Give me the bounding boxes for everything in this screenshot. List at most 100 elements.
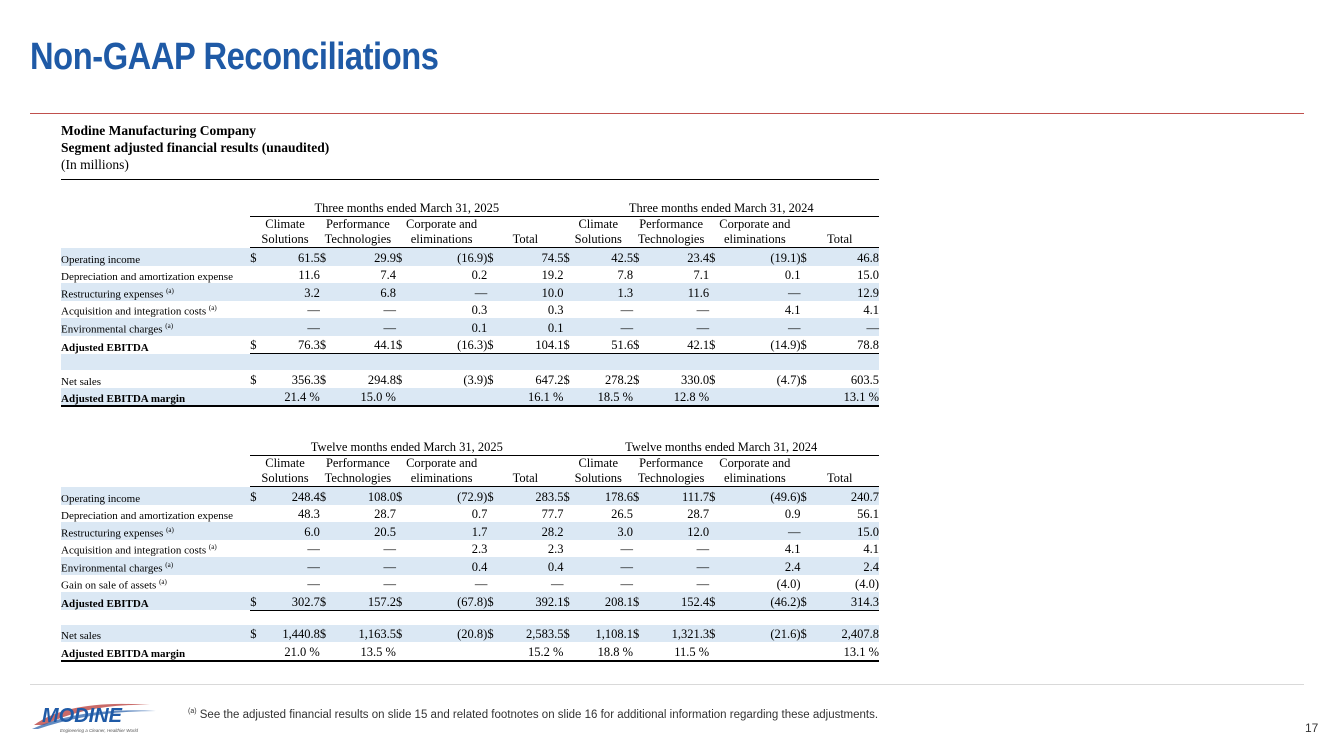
period-header-row: Three months ended March 31, 2025 Three m… <box>61 198 879 217</box>
value-cell: — <box>335 318 396 336</box>
value-cell: — <box>696 542 710 556</box>
currency-symbol <box>800 283 816 301</box>
currency-symbol: $ <box>395 592 412 611</box>
value-cell: 111.7 <box>648 486 710 505</box>
footnote-marker: (a) <box>159 578 167 587</box>
value-cell: 0.1 <box>502 318 564 336</box>
value-cell: — <box>307 303 320 317</box>
currency-symbol: $ <box>395 486 412 505</box>
value-cell: 7.1 <box>693 268 710 282</box>
value-cell: 61.5 <box>265 247 320 266</box>
currency-symbol: $ <box>319 592 336 611</box>
currency-symbol <box>563 522 579 540</box>
currency-symbol: $ <box>250 486 266 505</box>
currency-symbol <box>395 283 412 301</box>
row-label: Adjusted EBITDA margin <box>61 642 251 662</box>
value-cell: 294.8 <box>367 372 396 387</box>
currency-symbol <box>633 318 649 336</box>
currency-symbol <box>396 540 411 558</box>
footer-divider <box>30 684 1304 685</box>
value-cell: — <box>265 318 320 336</box>
table-row: Operating income $61.5 $29.9 $ (16.9) $74.5 $4… <box>61 247 879 266</box>
currency-symbol <box>563 575 578 593</box>
currency-symbol <box>250 557 266 575</box>
value-cell: — <box>724 318 801 336</box>
currency-symbol <box>800 557 816 575</box>
currency-symbol <box>563 266 578 284</box>
currency-symbol: $ <box>487 592 503 611</box>
column-header-corporate: Corporate and <box>719 217 791 231</box>
currency-symbol <box>800 522 816 540</box>
column-header-corporate: Corporate and <box>719 456 791 470</box>
value-cell: 0.1 <box>784 268 801 282</box>
value-cell <box>411 642 488 662</box>
value-cell: 7.8 <box>617 268 634 282</box>
value-cell: 15.0 <box>815 522 879 540</box>
currency-symbol <box>633 505 648 523</box>
column-header-climate: Climate <box>265 217 305 231</box>
value-cell: 1.7 <box>411 522 488 540</box>
currency-symbol <box>396 505 411 523</box>
value-cell: 356.3 <box>291 372 320 387</box>
value-cell: 48.3 <box>297 507 320 521</box>
value-cell: 6.0 <box>265 522 320 540</box>
value-cell: 12.0 <box>648 522 710 540</box>
value-cell: — <box>578 557 634 575</box>
table-row: Gain on sale of assets (a) — — — — — — (4.0) (4.… <box>61 575 879 593</box>
currency-symbol <box>250 318 266 336</box>
row-label: Environmental charges (a) <box>61 318 251 336</box>
row-label: Restructuring expenses (a) <box>61 522 251 540</box>
value-cell: 2.3 <box>471 542 488 556</box>
value-cell: 15.0 % <box>335 387 396 407</box>
table-row: Operating income $248.4 $108.0 $ (72.9) $283.… <box>61 486 879 505</box>
value-cell: 4.1 <box>784 303 801 317</box>
currency-symbol <box>563 540 578 558</box>
value-cell: 12.8 % <box>648 387 710 407</box>
currency-symbol: $ <box>395 247 412 266</box>
row-label: Adjusted EBITDA <box>61 336 250 354</box>
value-cell: 42.5 <box>578 247 634 266</box>
row-label-text: Operating income <box>61 253 141 266</box>
value-cell: 330.0 <box>681 372 710 387</box>
table-row: Adjusted EBITDA margin 21.0 % 13.5 % 15.2 %… <box>61 642 879 662</box>
table-row: Environmental charges (a) — — 0.4 0.4 — — 2.4 2.… <box>61 557 879 575</box>
value-cell: — <box>474 577 488 591</box>
currency-symbol <box>250 283 266 301</box>
currency-symbol: $ <box>487 486 503 505</box>
column-header-corporate: eliminations <box>395 232 488 248</box>
row-label-text: Gain on sale of assets <box>61 580 157 592</box>
value-cell: (67.8) <box>411 592 488 611</box>
value-cell: 74.5 <box>502 247 564 266</box>
table-row: Adjusted EBITDA margin 21.4 % 15.0 % 16.1 %… <box>61 387 879 407</box>
table-row: Adjusted EBITDA $76.3 $44.1 $ (16.3) $104.1 $5… <box>61 335 879 354</box>
currency-symbol <box>709 540 724 558</box>
value-cell: 178.6 <box>578 486 634 505</box>
currency-symbol <box>801 575 816 593</box>
value-cell: (72.9) <box>411 486 488 505</box>
value-cell: 23.4 <box>648 247 710 266</box>
currency-symbol: $ <box>633 486 649 505</box>
currency-symbol <box>395 642 412 662</box>
row-label: Gain on sale of assets (a) <box>61 575 250 592</box>
value-cell: 603.5 <box>850 372 879 387</box>
currency-symbol: $ <box>395 335 412 354</box>
column-header-total: Total <box>800 471 879 487</box>
value-cell: 29.9 <box>335 247 396 266</box>
value-cell: 0.4 <box>502 557 564 575</box>
currency-symbol: $ <box>250 247 266 266</box>
currency-symbol <box>563 505 578 523</box>
value-cell: 248.4 <box>265 486 320 505</box>
table-row: Acquisition and integration costs (a) — — 0… <box>61 301 879 318</box>
currency-symbol <box>709 318 725 336</box>
table-row: Depreciation and amortization expense 11.… <box>61 266 879 284</box>
column-header-performance: Technologies <box>633 471 710 487</box>
row-label: Acquisition and integration costs (a) <box>61 301 250 318</box>
currency-symbol <box>709 557 725 575</box>
row-label: Net sales <box>61 370 250 388</box>
column-header-corporate: Corporate and <box>406 456 478 470</box>
column-header-corporate: eliminations <box>709 232 801 248</box>
value-cell: 3.0 <box>578 522 634 540</box>
value-cell: 16.1 % <box>502 387 564 407</box>
currency-symbol <box>250 266 265 284</box>
currency-symbol: $ <box>319 486 336 505</box>
